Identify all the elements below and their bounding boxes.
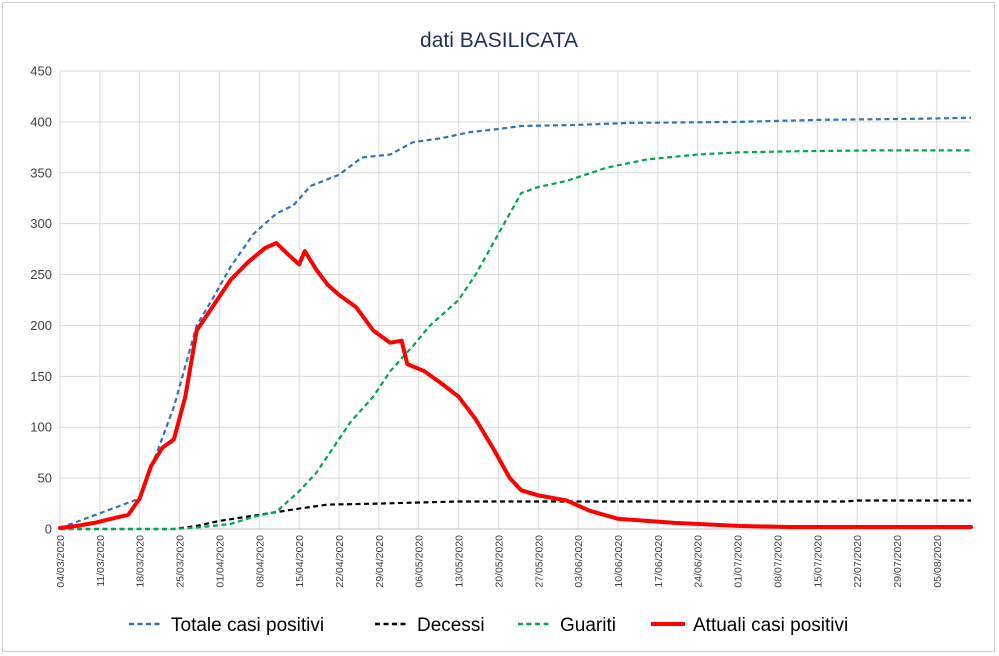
x-tick-label: 25/03/2020 — [175, 535, 187, 588]
x-tick-label: 06/05/2020 — [414, 535, 426, 588]
y-tick-label: 50 — [38, 471, 52, 486]
x-tick-label: 05/08/2020 — [932, 535, 944, 588]
x-tick-label: 01/07/2020 — [733, 535, 745, 588]
x-tick-label: 08/07/2020 — [772, 535, 784, 588]
y-tick-label: 400 — [30, 114, 52, 129]
x-tick-label: 04/03/2020 — [55, 535, 67, 588]
y-tick-label: 0 — [45, 522, 52, 537]
x-tick-label: 27/05/2020 — [533, 535, 545, 588]
x-tick-label: 17/06/2020 — [653, 535, 665, 588]
x-tick-label: 18/03/2020 — [135, 535, 147, 588]
x-tick-label: 10/06/2020 — [613, 535, 625, 588]
x-tick-label: 01/04/2020 — [214, 535, 226, 588]
x-tick-label: 15/04/2020 — [294, 535, 306, 588]
x-tick-label: 24/06/2020 — [693, 535, 705, 588]
series-line-decessi — [60, 499, 971, 531]
x-tick-label: 15/07/2020 — [812, 535, 824, 588]
y-axis-ticks: 0 50 100 150 200 250 300 350 400 450 — [30, 64, 52, 537]
legend-label: Totale casi positivi — [171, 615, 324, 636]
legend-label: Attuali casi positivi — [693, 615, 848, 636]
x-tick-label: 22/07/2020 — [852, 535, 864, 588]
x-tick-label: 13/05/2020 — [454, 535, 466, 588]
series-line-totale-casi-positivi — [59, 116, 972, 530]
x-tick-label: 08/04/2020 — [254, 535, 266, 588]
y-tick-label: 200 — [30, 318, 52, 333]
legend-label: Decessi — [417, 615, 485, 636]
x-tick-label: 03/06/2020 — [573, 535, 585, 588]
line-chart: dati BASILICATA 0 50 100 150 200 250 300 350 400… — [30, 29, 973, 636]
x-tick-label: 29/07/2020 — [892, 535, 904, 588]
y-tick-label: 300 — [30, 216, 52, 231]
gridlines — [59, 70, 971, 530]
chart-title: dati BASILICATA — [420, 29, 578, 52]
y-tick-label: 250 — [30, 267, 52, 282]
x-tick-label: 29/04/2020 — [374, 535, 386, 588]
series-line-attuali-casi-positivi — [58, 241, 973, 530]
series-line-guariti — [60, 149, 971, 531]
legend-label: Guariti — [560, 615, 616, 636]
y-tick-label: 100 — [30, 420, 52, 435]
legend: Totale casi positivi Decessi Guariti Attual… — [129, 615, 848, 636]
y-tick-label: 450 — [30, 64, 52, 79]
series-lines — [58, 116, 973, 531]
x-tick-label: 11/03/2020 — [95, 535, 107, 587]
x-tick-label: 20/05/2020 — [493, 535, 505, 588]
y-tick-label: 350 — [30, 165, 52, 180]
x-tick-label: 22/04/2020 — [334, 535, 346, 588]
x-axis-ticks: 04/03/2020 11/03/2020 18/03/2020 25/03/2020… — [55, 535, 944, 588]
y-tick-label: 150 — [30, 369, 52, 384]
